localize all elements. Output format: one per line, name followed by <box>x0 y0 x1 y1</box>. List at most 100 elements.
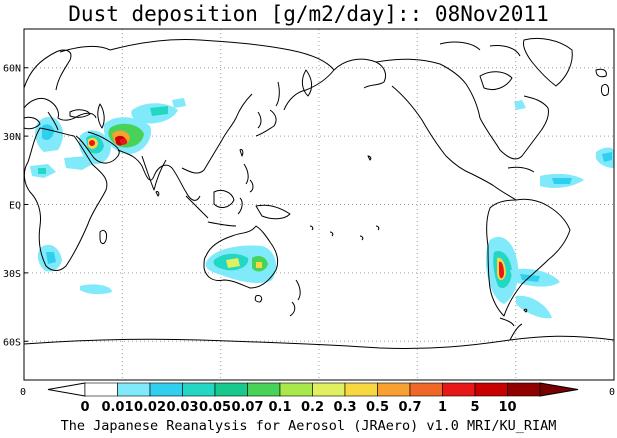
colorbar-label: 1 <box>438 400 447 415</box>
latitude-labels: 60N 30N EQ 30S 60S <box>3 64 28 348</box>
dust-iran-peak2 <box>120 138 128 145</box>
coast-tasmania <box>254 295 263 303</box>
lat-label: EQ <box>9 201 21 212</box>
coast-southamerica <box>486 198 571 317</box>
coast-greenland <box>523 37 573 87</box>
colorbar-arrow-left <box>47 382 86 397</box>
coast-borneo <box>213 189 235 208</box>
colorbar-swatch <box>442 382 476 397</box>
map-title: Dust deposition [g/m2/day]:: 08Nov2011 <box>68 2 549 26</box>
coast-taiwan <box>239 149 244 157</box>
dust-westafrica-core <box>38 168 46 174</box>
coast-hudson <box>479 71 513 91</box>
coast-africa <box>23 127 108 271</box>
coast-newguinea <box>255 204 291 220</box>
colorbar-swatch <box>149 382 183 397</box>
colorbar-label: 0.03 <box>166 400 198 415</box>
colorbar-swatch <box>214 382 248 397</box>
dust-taklimakan <box>172 98 186 108</box>
dust-caribbean-core <box>552 178 572 184</box>
colorbar: 0 0.01 0.02 0.03 0.05 0.07 0.1 0.2 0.3 0.5 0.7 1 5 10 <box>47 382 579 415</box>
colorbar-swatch <box>409 382 443 397</box>
coast-newzealand <box>289 279 301 317</box>
colorbar-swatch <box>182 382 216 397</box>
coast-australia <box>203 225 279 289</box>
coast-iberia <box>23 116 41 130</box>
colorbar-swatch <box>84 382 118 397</box>
colorbar-swatch <box>247 382 281 397</box>
coast-java <box>207 221 237 227</box>
colorbar-swatch <box>117 382 151 397</box>
colorbar-swatch <box>474 382 508 397</box>
coast-cuba <box>507 166 535 173</box>
coast-northamerica <box>375 58 549 160</box>
dust-atlantic-plume-core <box>520 274 540 282</box>
dust-arabia-peak <box>89 140 95 146</box>
coastlines <box>23 37 615 350</box>
coast-srilanka <box>155 191 160 197</box>
graticule <box>24 29 614 380</box>
coast-hawaii <box>367 155 372 161</box>
coast-madagascar <box>99 229 107 245</box>
colorbar-label: 0.02 <box>134 400 166 415</box>
coast-asia-north <box>109 39 335 111</box>
colorbar-swatch <box>312 382 346 397</box>
coast-kamchatka <box>301 69 313 97</box>
coast-india <box>141 155 167 191</box>
dust-northamerica-east <box>514 100 526 110</box>
dust-southafrica-core <box>46 252 56 264</box>
coast-sulawesi <box>237 197 243 215</box>
colorbar-label: 0.2 <box>301 400 324 415</box>
lat-label: 60N <box>3 64 21 75</box>
lat-label: 30S <box>3 269 21 280</box>
coast-philippines <box>243 163 254 193</box>
colorbar-swatch <box>279 382 313 397</box>
coast-uk <box>601 83 609 97</box>
dust-sahara-inner <box>42 124 54 140</box>
coast-pacific-islands <box>309 225 380 241</box>
dust-atlantic-north-core <box>602 152 612 162</box>
coast-sakhalin <box>275 81 280 107</box>
dust-australia-yellow <box>226 258 240 268</box>
colorbar-label: 0.5 <box>366 400 389 415</box>
colorbar-swatch <box>344 382 378 397</box>
dust-southatlantic <box>516 295 552 319</box>
footer-credit: The Japanese Reanalysis for Aerosol (JRA… <box>60 418 557 434</box>
colorbar-corner-right: 0 <box>609 387 615 398</box>
coast-scandinavia <box>23 45 111 91</box>
dust-deposition-field <box>30 98 614 319</box>
coast-iceland <box>595 68 607 78</box>
lat-label: 30N <box>3 132 21 143</box>
dust-indian-plume <box>80 284 112 295</box>
colorbar-label: 0.07 <box>231 400 263 415</box>
coast-alaska <box>333 58 387 89</box>
colorbar-corner-left: 0 <box>20 387 26 398</box>
coast-central-america <box>493 185 517 201</box>
colorbar-swatch <box>377 382 411 397</box>
coast-korea <box>257 111 262 129</box>
colorbar-label: 0.1 <box>268 400 291 415</box>
coast-japan <box>255 109 277 137</box>
lat-label: 60S <box>3 337 21 348</box>
dust-australia-east-core <box>256 262 262 268</box>
colorbar-label: 0.05 <box>199 400 231 415</box>
colorbar-swatch <box>507 382 541 397</box>
dust-argentina-peak <box>499 261 504 279</box>
coast-sumatra <box>185 195 209 219</box>
colorbar-label: 10 <box>498 400 516 415</box>
coast-seasia <box>181 93 253 174</box>
colorbar-label: 0 <box>80 400 89 415</box>
coast-antarctic-peninsula <box>509 323 523 341</box>
coast-antarctica <box>23 335 615 350</box>
coast-arctic-islands <box>439 41 521 57</box>
colorbar-label: 0.3 <box>333 400 356 415</box>
coast-blacksea <box>69 109 91 118</box>
coast-italy <box>47 111 59 131</box>
dust-centralasia-core <box>150 106 168 116</box>
coast-europe <box>23 97 97 121</box>
colorbar-arrow-right <box>539 382 579 397</box>
colorbar-label: 5 <box>470 400 479 415</box>
coast-caspian <box>97 103 105 129</box>
coast-falklands <box>523 308 528 313</box>
